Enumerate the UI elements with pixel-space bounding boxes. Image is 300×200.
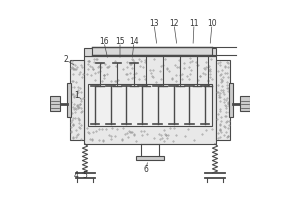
Text: 12: 12 bbox=[169, 20, 179, 28]
Bar bbox=[70, 60, 84, 140]
Bar bbox=[92, 47, 212, 55]
Text: 10: 10 bbox=[207, 20, 217, 28]
Text: 6: 6 bbox=[144, 164, 148, 173]
Bar bbox=[240, 96, 250, 111]
Text: 4: 4 bbox=[74, 170, 78, 180]
Text: 13: 13 bbox=[149, 20, 159, 28]
Text: 2: 2 bbox=[64, 55, 68, 64]
Text: 1: 1 bbox=[75, 92, 80, 100]
Text: 16: 16 bbox=[99, 38, 109, 46]
Bar bbox=[67, 83, 71, 117]
Bar bbox=[88, 84, 212, 126]
Bar bbox=[216, 60, 230, 140]
Text: 15: 15 bbox=[115, 38, 125, 46]
Bar bbox=[50, 96, 60, 111]
Bar bbox=[84, 56, 216, 144]
Text: 5: 5 bbox=[82, 170, 87, 180]
Bar bbox=[229, 83, 233, 117]
Text: 11: 11 bbox=[189, 20, 199, 28]
Text: 14: 14 bbox=[129, 38, 139, 46]
Bar bbox=[84, 48, 216, 56]
Bar bbox=[136, 156, 164, 160]
